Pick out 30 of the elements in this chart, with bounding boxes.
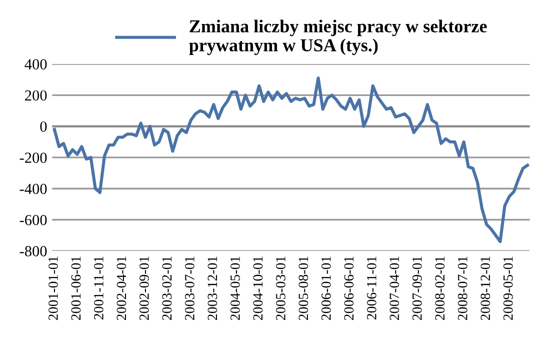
x-tick-label: 2003-07-01 — [185, 256, 194, 320]
x-tick-label: 2004-05-01 — [230, 256, 240, 320]
y-tick-label: -200 — [20, 152, 47, 163]
x-tick-label: 2007-04-01 — [390, 256, 400, 320]
x-tick-label: 2001-06-01 — [71, 256, 81, 320]
legend-label: Zmiana liczby miejsc pracy w sektorze prywatnym w USA (tys.) — [189, 20, 487, 56]
y-tick-label: 0 — [40, 121, 47, 132]
x-tick-label: 2002-09-01 — [140, 256, 149, 320]
x-tick-label: 2006-06-01 — [344, 256, 354, 320]
x-tick-label: 2008-12-01 — [480, 256, 490, 320]
x-tick-label: 2008-02-01 — [435, 256, 445, 320]
x-tick-label: 2004-10-01 — [253, 256, 263, 320]
y-tick-label: 200 — [25, 90, 47, 101]
x-tick-label: 2009-05-01 — [503, 256, 513, 320]
y-tick-label: 400 — [24, 59, 47, 70]
x-tick-label: 2006-01-01 — [321, 256, 331, 320]
x-tick-label: 2001-01-01 — [48, 256, 58, 320]
x-tick-label: 2006-11-01 — [366, 256, 376, 320]
x-tick-label: 2005-08-01 — [298, 256, 308, 320]
x-tick-label: 2003-12-01 — [208, 256, 218, 320]
y-tick-label: -800 — [20, 246, 47, 256]
x-tick-label: 2003-02-01 — [162, 256, 172, 320]
y-tick-label: -400 — [20, 184, 47, 194]
x-tick-label: 2008-07-01 — [458, 256, 468, 320]
x-tick-label: 2001-11-01 — [94, 256, 104, 320]
x-tick-label: 2002-04-01 — [116, 256, 126, 320]
x-tick-label: 2005-03-01 — [276, 256, 286, 320]
line-series — [52, 76, 530, 244]
x-tick-label: 2007-09-01 — [412, 256, 422, 320]
y-tick-label: -600 — [20, 214, 47, 226]
